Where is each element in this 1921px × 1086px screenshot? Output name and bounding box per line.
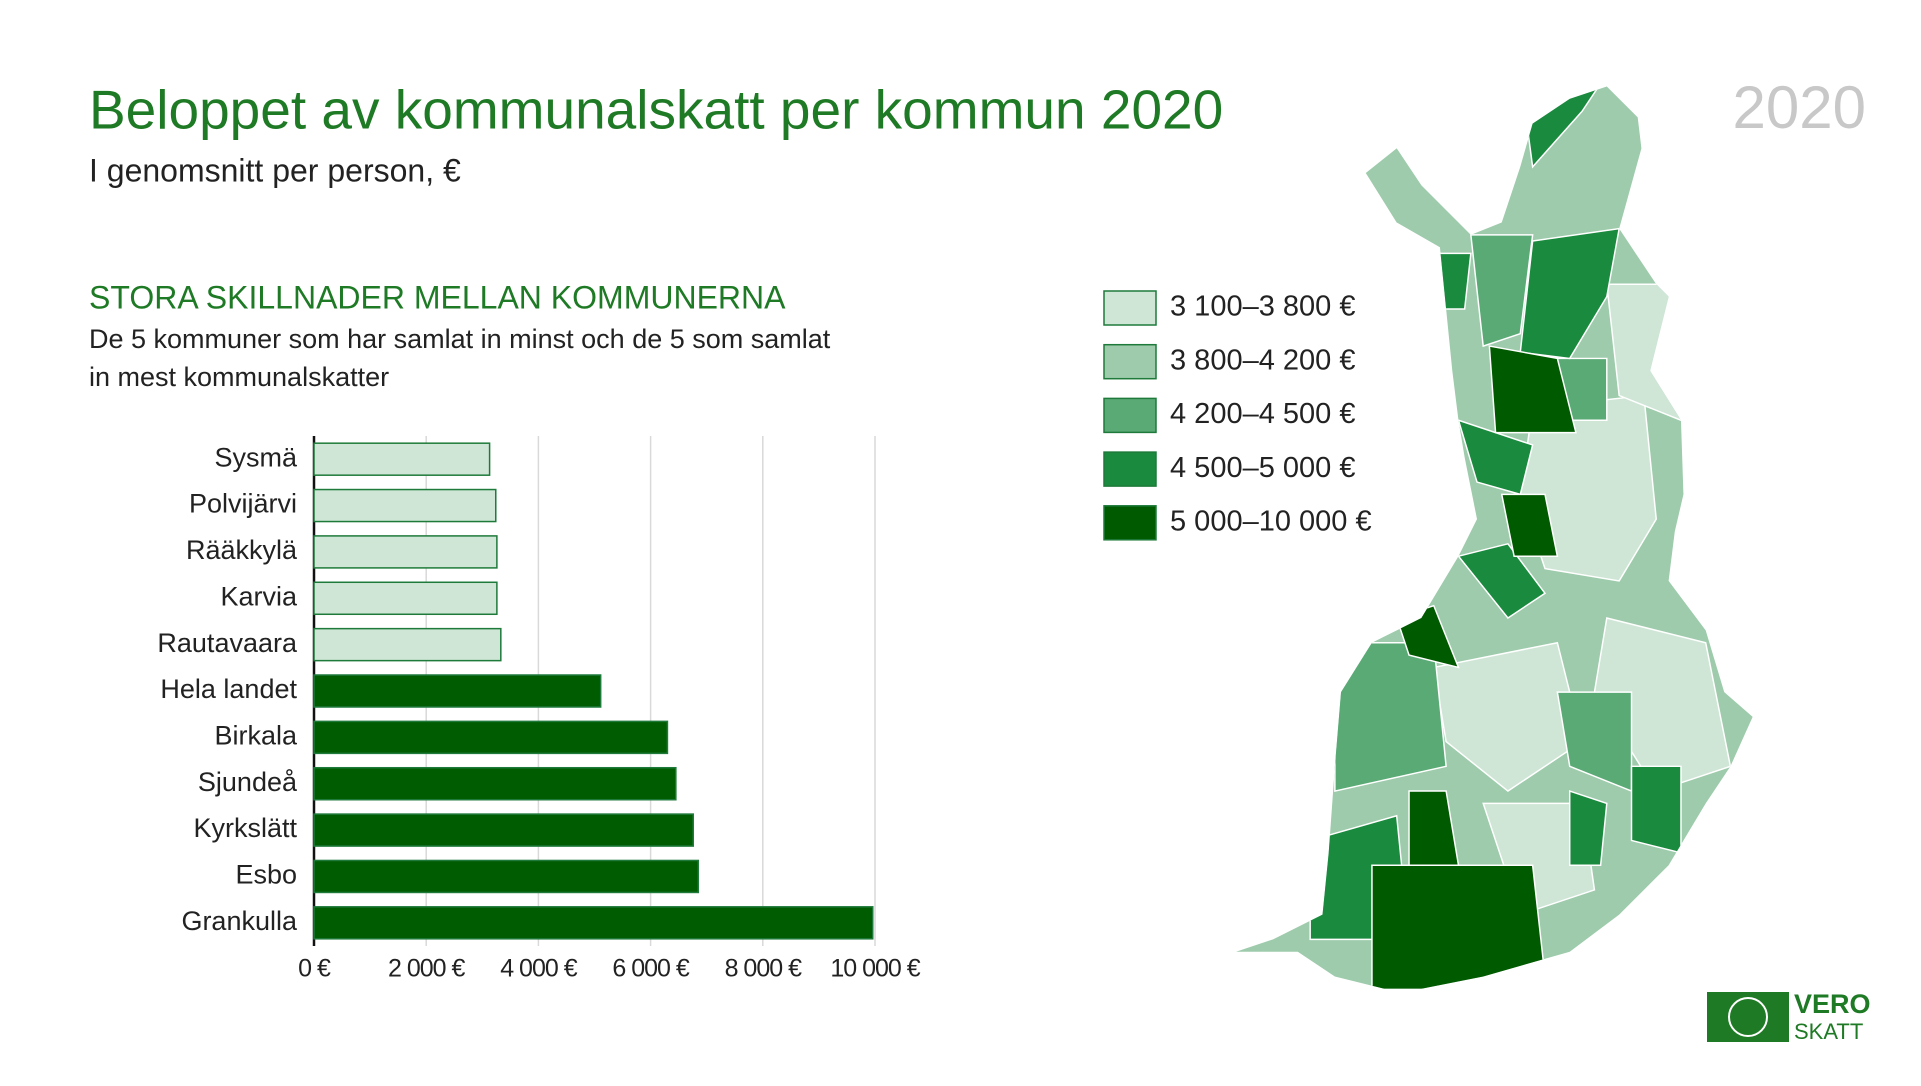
legend-swatch — [1103, 290, 1157, 326]
bar — [313, 720, 669, 755]
logo-emblem — [1707, 992, 1789, 1042]
y-tick-label: Rääkkylä — [186, 535, 298, 565]
map-region — [1457, 543, 1547, 619]
y-tick-label: Rautavaara — [157, 628, 298, 658]
bar — [313, 674, 602, 708]
y-tick-label: Grankulla — [181, 906, 298, 936]
bar — [313, 813, 694, 847]
map-region — [1432, 252, 1472, 310]
legend-swatch — [1103, 451, 1157, 487]
logo-text: VERO — [1794, 989, 1871, 1019]
legend-swatch — [1103, 343, 1157, 380]
logo-text: SKATT — [1794, 1019, 1863, 1044]
map-region — [1488, 345, 1577, 434]
chart-subtitle: I genomsnitt per person, € — [89, 152, 461, 188]
y-tick-label: Esbo — [235, 860, 297, 890]
map-region — [1630, 765, 1682, 854]
map-region — [1470, 234, 1534, 348]
logo: VERO SKATT — [1707, 989, 1871, 1044]
map-legend: 3 100–3 800 € 3 800–4 200 € 4 200–4 500 € 4… — [1103, 290, 1372, 541]
x-tick-label: 2 000 € — [388, 955, 466, 983]
map-region — [1371, 864, 1546, 989]
bar — [313, 442, 491, 476]
legend-label: 3 800–4 200 € — [1170, 344, 1355, 376]
bar — [313, 859, 700, 894]
y-tick-label: Polvijärvi — [189, 489, 297, 519]
bar — [313, 627, 502, 662]
legend-label: 5 000–10 000 € — [1170, 505, 1372, 537]
x-tick-label: 4 000 € — [500, 955, 578, 983]
legend-swatch — [1103, 397, 1157, 434]
map-region — [1593, 617, 1732, 792]
x-tick-label: 0 € — [298, 955, 331, 983]
bar-chart: 0 € 2 000 € 4 000 € 6 000 € 8 000 € 10 000 € S… — [157, 436, 922, 983]
y-tick-label: Hela landet — [160, 674, 297, 704]
map-region — [1519, 227, 1621, 360]
bar — [313, 581, 498, 616]
bar — [313, 535, 498, 569]
y-tick-label: Sjundeå — [198, 767, 298, 797]
bar — [313, 766, 677, 801]
y-tick-label: Sysmä — [214, 442, 298, 472]
map-region — [1334, 641, 1447, 792]
x-tick-label: 8 000 € — [725, 955, 803, 983]
chart-title: Beloppet av kommunalskatt per kommun 202… — [89, 79, 1223, 141]
legend-label: 4 500–5 000 € — [1170, 452, 1355, 484]
y-tick-label: Karvia — [220, 581, 298, 611]
logo-emblem — [1728, 997, 1768, 1037]
bar — [313, 488, 497, 523]
section-heading: STORA SKILLNADER MELLAN KOMMUNERNA — [89, 279, 786, 315]
legend-swatch — [1103, 505, 1157, 541]
x-tick-label: 10 000 € — [830, 955, 920, 983]
map-region — [1500, 493, 1559, 557]
year-label: 2020 — [1733, 74, 1866, 141]
y-tick-label: Birkala — [214, 720, 298, 750]
description: De 5 kommuner som har samlat in minst oc… — [89, 324, 831, 354]
map-region — [1432, 641, 1583, 792]
description: in mest kommunalskatter — [89, 362, 389, 392]
legend-label: 4 200–4 500 € — [1170, 398, 1355, 430]
y-tick-label: Kyrkslätt — [193, 813, 297, 843]
map — [1236, 86, 1753, 989]
map-region — [1568, 790, 1608, 866]
bar — [313, 906, 874, 940]
legend-label: 3 100–3 800 € — [1170, 291, 1355, 323]
x-tick-label: 6 000 € — [612, 955, 690, 983]
